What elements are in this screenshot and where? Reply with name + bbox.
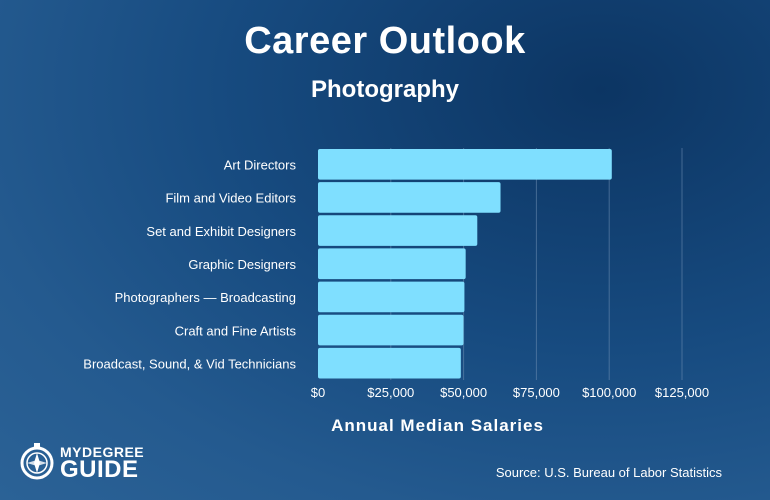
category-label: Set and Exhibit Designers [146, 224, 296, 239]
x-tick-label: $100,000 [582, 385, 636, 400]
bar [318, 248, 466, 280]
x-tick-label: $75,000 [513, 385, 560, 400]
category-label: Broadcast, Sound, & Vid Technicians [83, 356, 296, 371]
bar [318, 215, 478, 246]
compass-icon [20, 443, 54, 480]
category-label: Graphic Designers [188, 257, 296, 272]
bar [318, 149, 612, 180]
chart-title: Career Outlook [244, 20, 526, 62]
bar [318, 347, 461, 379]
bar-chart: Art Directors Film and Video Editors Set a… [83, 148, 709, 400]
chart-subtitle: Photography [311, 76, 459, 103]
x-tick-label: $50,000 [440, 385, 487, 400]
source-note: Source: U.S. Bureau of Labor Statistics [495, 465, 722, 480]
logo-text-line1: MYDEGREE [60, 444, 145, 460]
x-axis-label: Annual Median Salaries [331, 416, 544, 435]
logo-text-line2: GUIDE [60, 456, 139, 483]
x-tick-label: $25,000 [367, 385, 414, 400]
category-label: Craft and Fine Artists [175, 323, 297, 338]
category-label: Film and Video Editors [165, 191, 296, 206]
bar [318, 281, 465, 313]
bar [318, 314, 464, 346]
category-label: Art Directors [224, 158, 297, 173]
category-label: Photographers — Broadcasting [115, 290, 296, 305]
mydegreeguide-logo: MYDEGREE GUIDE [20, 442, 160, 484]
bar [318, 182, 501, 213]
x-tick-label: $0 [311, 385, 325, 400]
x-tick-label: $125,000 [655, 385, 709, 400]
